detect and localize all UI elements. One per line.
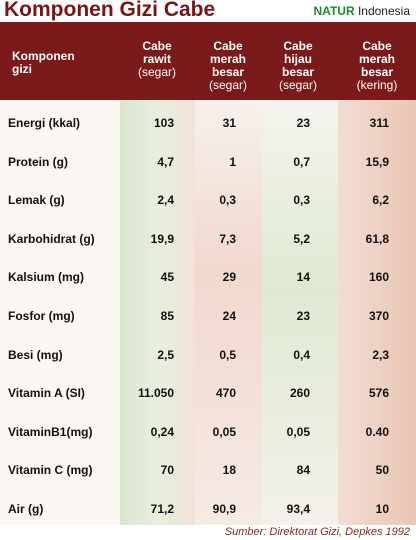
value-cell: 0,24 bbox=[150, 424, 174, 439]
row-label: Besi (mg) bbox=[8, 347, 63, 362]
value-cell: 576 bbox=[368, 386, 389, 401]
value-cell: 4,7 bbox=[157, 154, 174, 169]
value-cell: 1 bbox=[229, 154, 236, 169]
value-cell: 370 bbox=[368, 309, 389, 323]
header-cell: Cabe bbox=[213, 39, 243, 53]
value-cell: 0,3 bbox=[293, 193, 310, 208]
header-cell: rawit bbox=[142, 52, 171, 66]
value-cell: 70 bbox=[160, 463, 174, 478]
value-cell: 11.050 bbox=[137, 386, 174, 401]
value-cell: 0,7 bbox=[293, 154, 310, 169]
value-cell: 23 bbox=[296, 116, 310, 130]
brand-name: NATUR bbox=[313, 4, 355, 18]
header-cell: merah bbox=[209, 52, 247, 66]
header-cell: Cabe bbox=[362, 39, 392, 53]
row-label: Fosfor (mg) bbox=[8, 309, 75, 323]
value-cell: 0,4 bbox=[293, 347, 310, 362]
value-cell: 0,05 bbox=[286, 424, 310, 439]
title: Komponen Gizi Cabe bbox=[4, 0, 216, 21]
value-cell: 2,4 bbox=[157, 193, 174, 208]
row-label: Energi (kkal) bbox=[8, 116, 81, 130]
col-bg bbox=[338, 100, 416, 525]
row-label: Lemak (g) bbox=[8, 193, 65, 208]
value-cell: 18 bbox=[222, 463, 236, 478]
value-cell: 84 bbox=[296, 463, 310, 478]
value-cell: 470 bbox=[215, 386, 236, 401]
value-cell: 0,05 bbox=[212, 424, 236, 439]
value-cell: 7,3 bbox=[219, 231, 236, 246]
header-cell: (segar) bbox=[208, 78, 247, 92]
row-label: Air (g) bbox=[8, 502, 44, 516]
value-cell: 19,9 bbox=[150, 231, 174, 246]
col-bg bbox=[262, 100, 338, 525]
value-cell: 93,4 bbox=[286, 502, 310, 516]
value-cell: 0,3 bbox=[219, 193, 236, 208]
row-label: Vitamin A (SI) bbox=[8, 386, 85, 401]
value-cell: 15,9 bbox=[365, 154, 389, 169]
value-cell: 311 bbox=[369, 116, 389, 130]
value-cell: 2,5 bbox=[157, 347, 174, 362]
value-cell: 260 bbox=[289, 386, 310, 401]
value-cell: 90,9 bbox=[212, 502, 236, 516]
header-cell: Cabe bbox=[283, 39, 313, 53]
value-cell: 5,2 bbox=[293, 231, 310, 246]
col-bg bbox=[120, 100, 195, 525]
header-cell: (segar) bbox=[278, 78, 317, 92]
value-cell: 31 bbox=[222, 116, 236, 130]
col-bg bbox=[195, 100, 262, 525]
row-label: Protein (g) bbox=[8, 154, 68, 169]
header-cell: besar bbox=[211, 65, 245, 79]
header-cell: Komponen bbox=[12, 49, 75, 63]
value-cell: 50 bbox=[375, 463, 389, 478]
value-cell: 14 bbox=[296, 270, 310, 285]
value-cell: 23 bbox=[296, 309, 310, 323]
row-label: Vitamin C (mg) bbox=[8, 463, 93, 478]
header-cell: Cabe bbox=[142, 39, 172, 53]
header-cell: hijau bbox=[283, 52, 312, 66]
row-label: Karbohidrat (g) bbox=[8, 231, 95, 246]
row-label: Kalsium (mg) bbox=[8, 270, 85, 285]
value-cell: 2,3 bbox=[372, 347, 389, 362]
header-cell: (segar) bbox=[137, 65, 176, 79]
header-row bbox=[0, 22, 416, 100]
value-cell: 45 bbox=[160, 270, 174, 285]
value-cell: 61,8 bbox=[365, 231, 389, 246]
header-cell: (kering) bbox=[356, 78, 398, 92]
value-cell: 0.40 bbox=[365, 424, 389, 439]
brand-suffix: Indonesia bbox=[357, 4, 410, 18]
value-cell: 160 bbox=[368, 270, 389, 285]
value-cell: 103 bbox=[153, 116, 174, 130]
value-cell: 0,5 bbox=[219, 347, 236, 362]
value-cell: 71,2 bbox=[150, 502, 174, 516]
brand: NATUR Indonesia bbox=[314, 4, 411, 18]
header-cell: besar bbox=[360, 65, 394, 79]
header-cell: besar bbox=[281, 65, 315, 79]
source: Sumber: Direktorat Gizi, Depkes 1992 bbox=[224, 526, 410, 538]
header-cell: merah bbox=[358, 52, 396, 66]
header-cell: gizi bbox=[12, 62, 32, 76]
value-cell: 10 bbox=[375, 502, 389, 516]
value-cell: 85 bbox=[160, 309, 174, 323]
row-label: VitaminB1(mg) bbox=[8, 424, 93, 439]
value-cell: 29 bbox=[222, 270, 236, 285]
value-cell: 24 bbox=[222, 309, 236, 323]
value-cell: 6,2 bbox=[372, 193, 389, 208]
